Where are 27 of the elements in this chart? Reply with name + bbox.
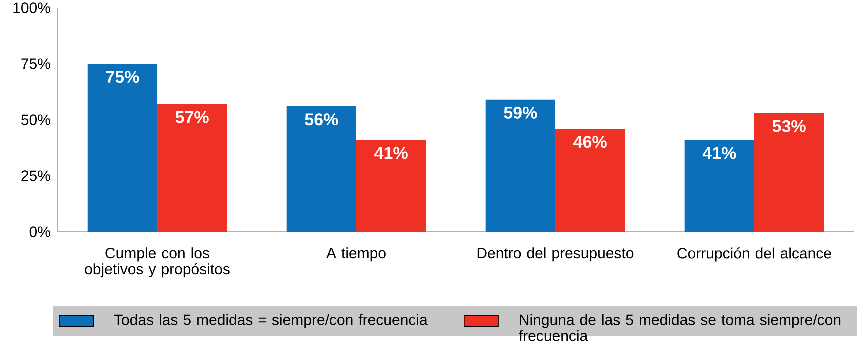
y-tick-label: 50% (22, 114, 50, 126)
legend-label: Todas las 5 medidas = siempre/con frecuencia (114, 314, 428, 328)
bar (556, 128, 626, 232)
data-label: 46% (574, 136, 607, 148)
data-label: 53% (772, 120, 806, 132)
legend-label: Ninguna de las 5 medidas se toma siempre/con frecuencia (519, 314, 841, 342)
y-tick-label: 25% (22, 170, 50, 182)
data-label: 59% (504, 106, 538, 119)
x-tick-label: Cumple con los objetivos y propósitos (85, 248, 230, 278)
data-label: 41% (702, 147, 736, 160)
y-tick-label: 0% (30, 226, 50, 238)
bar (88, 64, 158, 232)
data-label: 75% (106, 71, 140, 84)
bar (754, 113, 824, 232)
x-tick-label: Corrupción del alcance (678, 248, 832, 262)
data-label: 41% (374, 147, 408, 160)
data-label: 56% (305, 114, 338, 126)
data-label: 57% (176, 111, 209, 124)
x-tick-label: A tiempo (326, 248, 386, 262)
bar (158, 104, 228, 232)
x-tick-label: Dentro del presupuesto (478, 248, 634, 262)
bar (684, 140, 754, 232)
y-tick-label: 100% (14, 2, 50, 14)
y-tick-label: 75% (22, 58, 50, 70)
bar (356, 140, 426, 232)
bar (486, 100, 556, 232)
bar (286, 106, 357, 232)
